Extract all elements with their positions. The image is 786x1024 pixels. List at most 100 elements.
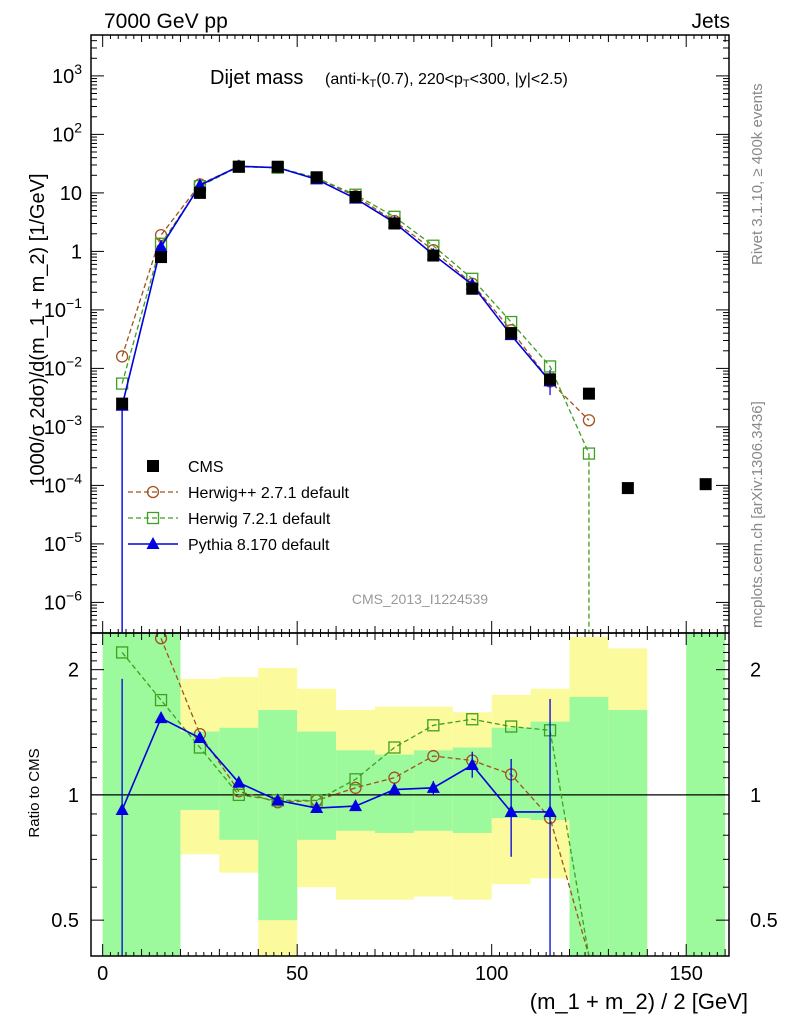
ratio-point-herwig7-7 [388,741,401,754]
x-tick-label: 50 [286,963,308,985]
main-point-cms-6 [349,191,362,204]
main-point-herwigpp-1 [154,228,168,242]
mcplots-label: mcplots.cern.ch [arXiv:1306.3436] [749,401,766,628]
ratio-point-herwigpp-0 [154,633,168,645]
main-line-herwigpp [121,165,590,421]
legend-marker-cms [147,460,159,472]
main-y-tick-label: 10−3 [44,412,82,439]
ratio-point-pythia-5 [310,801,324,814]
band-inner-6 [336,750,375,831]
x-tick-label: 100 [475,963,508,985]
axes: 0 50 100 150 10−6 10−5 10−4 10−3 10−2 10−1 1 10 102 1… [44,34,778,985]
ratio-point-pythia-2 [193,731,207,744]
main-y-tick-label: 1 [71,241,82,263]
band-inner-2 [180,731,220,810]
uncertainty-bands [102,633,726,956]
ratio-point-pythia-7 [387,782,401,795]
main-y-tick-label: 103 [52,61,82,88]
ratio-point-pythia-8 [426,780,440,793]
main-point-pythia-1 [154,239,168,252]
main-point-cms-10 [505,327,518,340]
main-point-cms-11 [544,373,557,386]
main-point-cms-5 [310,171,323,184]
analysis-id: CMS_2013_I1224539 [352,591,488,607]
main-point-cms-8 [427,249,440,262]
chart-subtitle: (anti-kT(0.7), 220<pT<300, |y|<2.5) [325,71,568,90]
ratio-point-herwig7-1 [154,693,168,707]
main-y-tick-label: 10−1 [44,295,82,322]
main-point-cms-4 [271,160,284,173]
ratio-y-tick-label-left: 2 [68,660,79,682]
band-inner-4 [258,709,298,921]
main-point-herwig7-12 [582,447,596,460]
main-y-tick-label: 10−5 [44,529,82,556]
band-inner-12 [569,696,609,956]
rivet-label: Rivet 3.1.10, ≥ 400k events [749,83,766,265]
ratio-y-tick-label-right: 0.5 [750,910,778,932]
ratio-point-pythia-10 [504,804,518,817]
ratio-point-pythia-1 [154,711,168,724]
header-right: Jets [691,10,730,33]
x-axis-label: (m_1 + m_2) / 2 [GeV] [530,989,748,1014]
main-line-herwig7 [121,166,590,454]
legend-label-herwig7: Herwig 7.2.1 default [188,511,331,528]
legend-marker-herwigpp [146,485,160,499]
main-panel-series [115,159,712,633]
main-frame [90,34,730,634]
main-point-cms-3 [232,160,245,173]
ratio-point-herwig7-9 [466,713,479,726]
ratio-point-pythia-9 [465,758,479,771]
ratio-y-tick-label-right: 2 [750,660,761,682]
ratio-point-herwig7-0 [115,646,129,659]
legend: CMS Herwig++ 2.7.1 default Herwig 7.2.1 de… [128,459,350,554]
ratio-point-herwig7-10 [504,720,518,733]
main-point-cms-12 [582,387,595,400]
ratio-y-axis-label: Ratio to CMS [26,748,43,837]
ratio-point-pythia-11 [543,804,557,817]
x-tick-label: 150 [670,963,703,985]
main-line-pythia [121,165,551,406]
main-point-cms-2 [193,186,206,199]
main-point-cms-1 [155,251,168,264]
ratio-line-pythia [121,716,551,813]
ratio-y-tick-label-left: 0.5 [51,910,79,932]
band-inner-5 [297,731,337,840]
header-left: 7000 GeV pp [104,10,228,33]
ratio-point-pythia-0 [115,802,129,815]
ratio-point-pythia-6 [349,799,363,812]
ratio-point-pythia-3 [232,775,246,788]
ratio-line-herwigpp [160,637,590,956]
main-point-cms-14 [699,478,712,491]
main-point-cms-0 [116,397,129,410]
main-point-herwigpp-0 [115,350,129,363]
legend-label-herwigpp: Herwig++ 2.7.1 default [188,485,350,502]
ratio-point-pythia-4 [271,793,285,806]
legend-marker-pythia [146,537,160,549]
main-y-axis-label: 1000/σ 2dσ)/d(m_1 + m_2) [1/GeV] [27,173,49,486]
ratio-point-herwig7-6 [349,773,362,786]
legend-marker-herwig7 [146,511,160,525]
ratio-point-herwigpp-5 [349,781,362,794]
legend-label-cms: CMS [188,459,224,476]
main-y-tick-label: 10−6 [44,587,82,614]
ratio-y-tick-label-left: 1 [68,785,79,807]
main-y-tick-label: 102 [52,119,82,146]
legend-label-pythia: Pythia 8.170 default [188,537,330,554]
band-inner-13 [608,709,648,956]
ratio-line-herwig7 [121,652,590,956]
ratio-panel-series [91,633,729,956]
main-y-tick-label: 10−2 [44,353,82,380]
main-point-cms-13 [621,482,634,495]
main-point-herwigpp-12 [582,414,596,427]
main-y-tick-label: 10 [60,183,82,205]
ratio-point-herwig7-8 [427,719,440,732]
ratio-point-herwig7-3 [232,788,245,802]
ratio-y-tick-label-right: 1 [750,785,761,807]
chart-title: Dijet mass [210,67,303,89]
x-tick-label: 0 [97,963,108,985]
ratio-point-herwigpp-7 [427,749,440,763]
main-point-cms-9 [466,282,479,295]
main-y-tick-label: 10−4 [44,470,82,497]
main-point-cms-7 [388,217,401,230]
